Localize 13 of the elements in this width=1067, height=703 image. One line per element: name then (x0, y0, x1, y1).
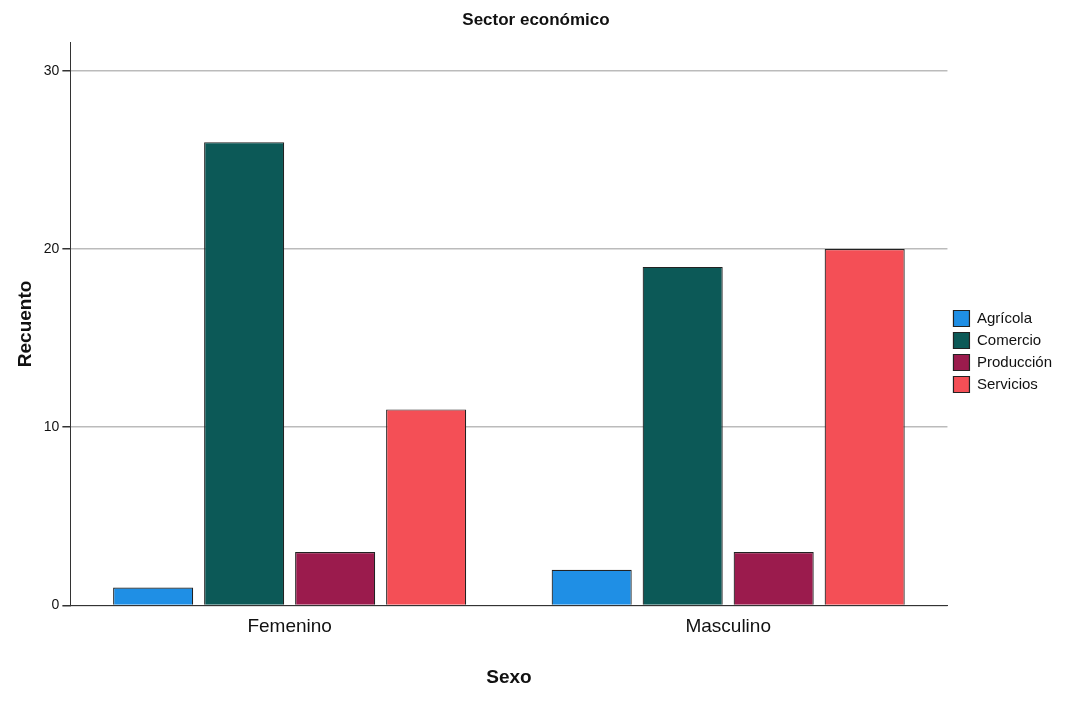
legend-label: Comercio (976, 330, 1042, 348)
x-tick-label: Femenino (247, 615, 332, 637)
y-tick-label: 20 (43, 239, 60, 256)
y-tick-label: 30 (43, 61, 60, 78)
chart-title: Sector económico (462, 9, 610, 29)
y-tick-label: 10 (43, 418, 60, 435)
legend-label: Servicios (976, 374, 1038, 392)
legend-label: Producción (976, 352, 1052, 370)
y-tick-label: 0 (51, 596, 60, 613)
y-axis-title: Recuento (13, 280, 35, 368)
x-axis-title: Sexo (486, 665, 532, 687)
legend-label: Agrícola (976, 308, 1033, 326)
x-tick-label: Masculino (685, 615, 771, 637)
